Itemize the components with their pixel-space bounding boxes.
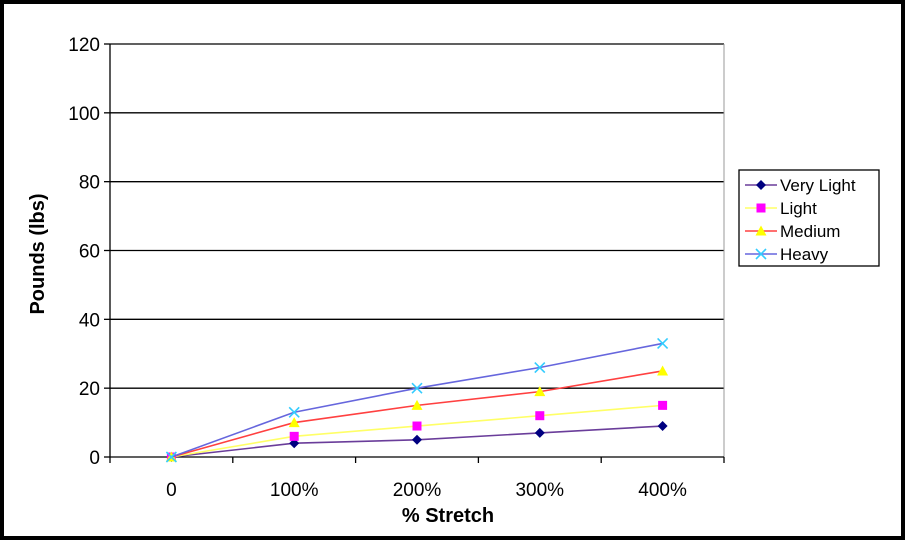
data-point-light: [289, 431, 299, 441]
x-tick-label: 200%: [393, 480, 442, 501]
x-tick-label: 400%: [638, 480, 687, 501]
data-point-medium: [657, 365, 669, 376]
y-tick-label: 40: [79, 310, 100, 331]
marker-stroke: [411, 382, 423, 394]
y-axis-title: Pounds (lbs): [27, 193, 49, 314]
data-point-medium: [288, 417, 300, 428]
x-tick-label: 100%: [270, 480, 319, 501]
marker-stroke: [755, 248, 767, 260]
y-tick-label: 20: [79, 379, 100, 400]
y-tick-label: 60: [79, 242, 100, 263]
data-point-heavy: [165, 451, 177, 463]
data-point-light: [412, 421, 422, 431]
marker-stroke: [534, 361, 546, 374]
legend-marker-very-light: [756, 180, 766, 190]
y-tick-label: 100: [68, 104, 100, 125]
data-point-heavy: [534, 361, 546, 374]
legend-label-medium: Medium: [780, 222, 840, 241]
legend-marker-light: [756, 203, 766, 213]
data-point-very-light: [534, 427, 545, 438]
x-tick-label: 300%: [515, 480, 564, 501]
data-point-light: [658, 400, 668, 410]
legend-label-light: Light: [780, 199, 817, 218]
y-tick-label: 0: [89, 448, 100, 469]
marker-stroke: [657, 337, 669, 349]
data-point-very-light: [412, 434, 422, 445]
marker-stroke: [165, 451, 177, 463]
legend-label-very-light: Very Light: [780, 176, 856, 195]
data-point-heavy: [288, 406, 300, 418]
data-point-medium: [534, 386, 546, 397]
data-point-medium: [411, 399, 423, 410]
data-point-heavy: [411, 382, 423, 394]
legend-marker-medium: [755, 225, 767, 236]
y-tick-label: 80: [79, 173, 100, 194]
legend-marker-heavy: [755, 248, 767, 260]
x-axis-title: % Stretch: [402, 505, 494, 527]
y-tick-label: 120: [68, 35, 100, 56]
marker-stroke: [288, 406, 300, 418]
legend-label-heavy: Heavy: [780, 245, 829, 264]
data-point-heavy: [657, 337, 669, 349]
x-tick-label: 0: [166, 480, 177, 501]
data-point-light: [535, 411, 545, 421]
data-point-very-light: [657, 421, 668, 432]
line-chart: 0 20 40 60 80 100 120 0 100% 200% 300% 400% Very Li…: [27, 35, 880, 527]
